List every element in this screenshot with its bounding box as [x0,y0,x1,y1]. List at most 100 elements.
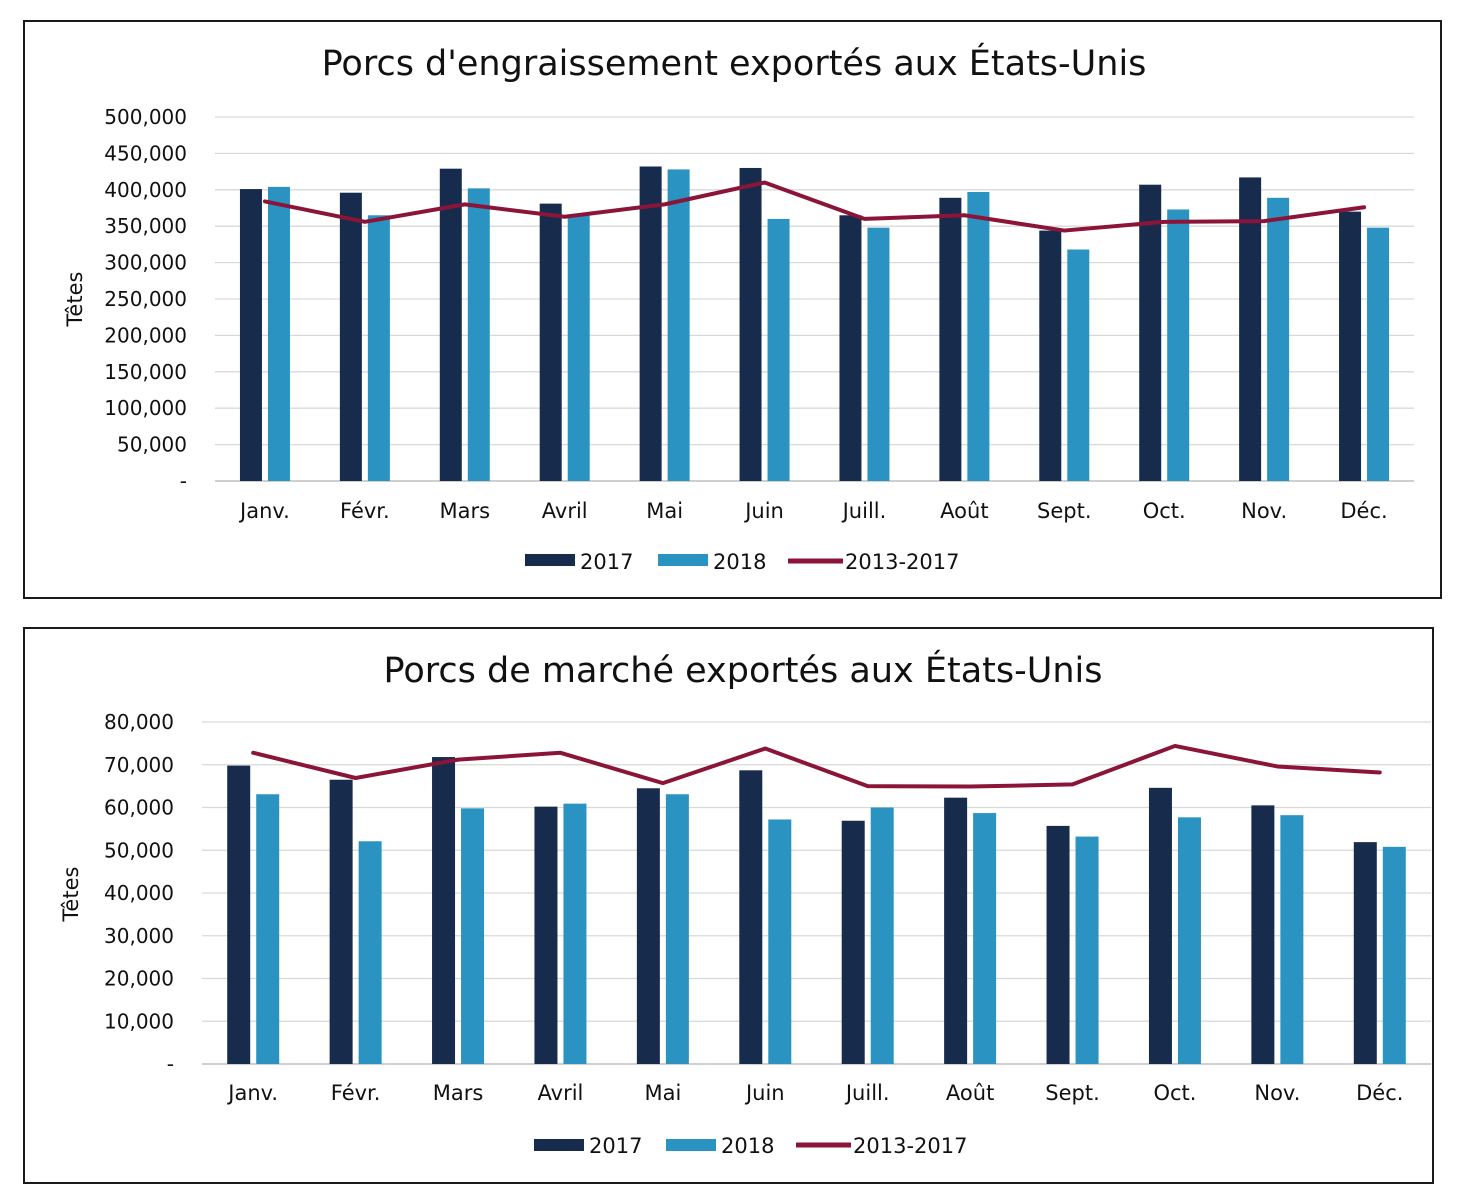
x-tick-label: Déc. [1340,499,1387,523]
x-tick-label: Juill. [841,499,887,523]
bar-2017 [1251,805,1275,1064]
bar-2017 [1046,825,1070,1064]
bar-2017 [227,765,251,1064]
legend-swatch-2018 [658,554,708,566]
y-tick-label: 40,000 [104,881,174,905]
x-tick-label: Mai [646,499,683,523]
bottom-chart: Porcs de marché exportés aux États-Unis … [59,649,1431,1158]
bar-2018 [1382,846,1406,1064]
bar-2018 [461,808,485,1064]
bar-2018 [1280,815,1304,1064]
chart-title: Porcs de marché exportés aux États-Unis [384,649,1103,691]
x-tick-label: Sept. [1045,1081,1100,1105]
x-tick-label: Sept. [1037,499,1092,523]
bar-2018 [1177,817,1201,1064]
bottom-chart-panel: Porcs de marché exportés aux États-Unis … [23,627,1434,1184]
legend-label-2013-2017: 2013-2017 [853,1134,967,1158]
legend-label-2018: 2018 [721,1134,774,1158]
bar-2017 [432,757,456,1064]
x-tick-label: Févr. [340,499,390,523]
y-tick-label: 300,000 [104,251,187,275]
legend-label-2018: 2018 [713,550,766,574]
y-tick-label: 50,000 [104,838,174,862]
bar-2017 [1148,787,1172,1064]
top-chart-panel: Porcs d'engraissement exportés aux États… [23,20,1442,599]
chart-legend: 2017 2018 2013-2017 [534,1134,967,1158]
bar-2018 [367,215,390,481]
x-tick-label: Mars [440,499,491,523]
top-chart: Porcs d'engraissement exportés aux États… [63,42,1414,574]
x-tick-label: Juin [743,499,784,523]
y-tick-label: 10,000 [104,1009,174,1033]
legend-swatch-2017 [525,554,575,566]
bar-2018 [1267,197,1290,482]
bar-2018 [1367,227,1390,481]
bar-2017 [439,168,462,482]
y-tick-label: 350,000 [104,214,187,238]
x-tick-label: Août [946,1081,994,1105]
y-tick-label: 450,000 [104,141,187,165]
bar-2018 [267,186,290,481]
y-tick-label: - [180,469,187,493]
bar-2017 [939,197,962,482]
bar-2018 [665,794,689,1064]
bar-2017 [839,215,862,481]
x-tick-label: Oct. [1143,499,1186,523]
x-tick-label: Nov. [1254,1081,1300,1105]
y-axis-label: Têtes [59,867,83,923]
y-tick-label: 60,000 [104,796,174,820]
bar-2017 [739,167,762,481]
bar-2018 [563,803,587,1064]
y-tick-label: 400,000 [104,178,187,202]
x-tick-label: Juin [744,1081,785,1105]
series-line-2013-2017 [251,743,1382,789]
x-tick-label: Nov. [1241,499,1287,523]
legend-swatch-2017 [534,1139,584,1151]
bar-2018 [358,841,382,1064]
x-tick-label: Janv. [238,499,290,523]
legend-label-2017: 2017 [580,550,633,574]
y-tick-label: 70,000 [104,753,174,777]
bar-2018 [867,227,890,481]
y-tick-label: 80,000 [104,710,174,734]
bar-2018 [870,807,894,1064]
x-tick-label: Janv. [226,1081,278,1105]
y-axis-label: Têtes [63,272,87,328]
x-tick-label: Août [940,499,988,523]
bar-2018 [567,215,590,481]
bar-2018 [1075,836,1099,1064]
bar-2018 [973,813,997,1064]
bar-2017 [636,788,660,1064]
x-tick-label: Déc. [1356,1081,1403,1105]
bar-2017 [1239,177,1262,481]
bar-2017 [739,770,763,1064]
bar-2018 [256,794,280,1064]
y-tick-label: 500,000 [104,105,187,129]
x-tick-label: Juill. [844,1081,890,1105]
bar-2017 [329,779,353,1064]
bar-2017 [1353,842,1377,1064]
bar-2017 [539,203,562,481]
x-tick-label: Mai [644,1081,681,1105]
bar-2017 [1339,211,1362,481]
bar-2018 [1067,249,1090,481]
y-tick-label: 20,000 [104,967,174,991]
bar-2018 [967,191,990,481]
y-tick-label: 250,000 [104,287,187,311]
bar-2017 [534,806,558,1064]
chart-legend: 2017 2018 2013-2017 [525,550,959,574]
bar-2017 [944,797,968,1064]
bar-2018 [767,218,790,482]
bar-2018 [768,819,792,1064]
x-tick-label: Févr. [331,1081,381,1105]
y-tick-label: 150,000 [104,360,187,384]
bar-2018 [467,188,490,481]
y-tick-label: - [167,1052,174,1076]
legend-swatch-2018 [666,1139,716,1151]
series-line-2013-2017 [262,180,1367,233]
x-tick-label: Avril [542,499,588,523]
bar-2017 [239,189,262,481]
x-tick-label: Mars [433,1081,484,1105]
y-tick-label: 200,000 [104,323,187,347]
y-tick-label: 50,000 [117,433,187,457]
